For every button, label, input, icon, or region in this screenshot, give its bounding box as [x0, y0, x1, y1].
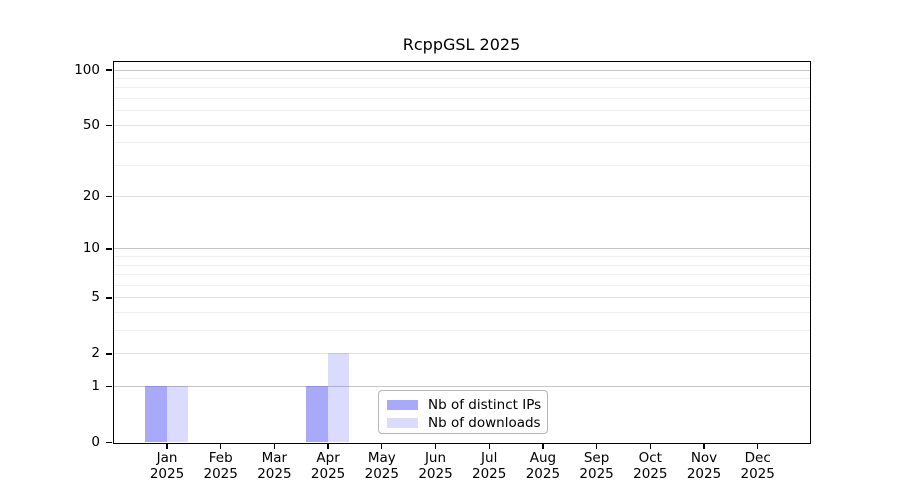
legend-item-distinct-ips: Nb of distinct IPs [387, 396, 547, 414]
major-gridline [113, 353, 810, 355]
major-gridline [113, 248, 810, 250]
minor-gridline [113, 312, 810, 314]
x-tick-mark [327, 444, 329, 449]
year-label: 2025 [149, 465, 185, 482]
year-label: 2025 [686, 465, 722, 482]
x-tick-label: Jan 2025 [131, 450, 203, 482]
legend-label-distinct-ips: Nb of distinct IPs [428, 397, 542, 413]
x-tick-label: Aug 2025 [507, 450, 579, 482]
minor-gridline [113, 284, 810, 286]
minor-gridline [113, 164, 810, 166]
x-tick-label: Nov 2025 [668, 450, 740, 482]
minor-gridline [113, 264, 810, 266]
y-tick-mark [106, 124, 112, 126]
y-tick-label: 1 [91, 378, 100, 395]
y-tick-label: 0 [91, 434, 100, 450]
y-tick-mark [106, 297, 112, 299]
bar-distinct-ips-apr [306, 386, 328, 442]
y-tick-label: 100 [74, 61, 100, 78]
major-gridline [113, 124, 810, 126]
year-label: 2025 [310, 465, 346, 482]
y-tick-label: 2 [91, 345, 100, 362]
major-gridline [113, 196, 810, 198]
y-tick-mark [106, 248, 112, 250]
y-tick-label: 50 [82, 116, 100, 133]
y-tick-mark [106, 441, 112, 444]
year-label: 2025 [525, 465, 561, 482]
legend-swatch-distinct-ips [387, 400, 418, 410]
month-label: Feb [208, 450, 233, 466]
x-tick-mark [220, 444, 222, 449]
minor-gridline [113, 110, 810, 112]
month-label: May [367, 450, 396, 466]
chart-title: RcppGSL 2025 [402, 35, 521, 54]
year-label: 2025 [740, 465, 775, 482]
year-label: 2025 [579, 465, 614, 482]
month-label: Jun [424, 450, 447, 466]
year-label: 2025 [257, 465, 292, 482]
year-label: 2025 [633, 465, 668, 482]
minor-gridline [113, 274, 810, 276]
major-gridline [113, 297, 810, 299]
month-label: Aug [529, 450, 557, 466]
month-label: Mar [261, 450, 288, 466]
x-tick-label: Dec 2025 [722, 450, 794, 482]
x-tick-mark [381, 444, 383, 449]
x-tick-mark [703, 444, 705, 449]
month-label: Apr [316, 450, 340, 466]
minor-gridline [113, 87, 810, 89]
y-tick-label: 20 [82, 188, 100, 205]
legend-swatch-downloads [387, 418, 418, 428]
x-tick-label: May 2025 [346, 450, 418, 482]
minor-gridline [113, 142, 810, 144]
x-tick-mark [757, 444, 759, 449]
x-tick-mark [488, 444, 490, 449]
minor-gridline [113, 256, 810, 258]
major-gridline [113, 386, 810, 388]
y-tick-label: 5 [91, 289, 100, 306]
x-tick-mark [273, 444, 276, 449]
minor-gridline [113, 77, 810, 79]
x-tick-mark [649, 444, 651, 449]
year-label: 2025 [364, 465, 399, 482]
month-label: Nov [690, 450, 718, 466]
bar-distinct-ips-jan [145, 386, 167, 442]
x-tick-label: Oct 2025 [614, 450, 686, 482]
y-tick-mark [106, 69, 112, 71]
year-label: 2025 [472, 465, 507, 482]
x-tick-label: Mar 2025 [238, 450, 310, 482]
x-tick-label: Jul 2025 [453, 450, 525, 482]
x-tick-label: Feb 2025 [185, 450, 257, 482]
legend-label-downloads: Nb of downloads [428, 415, 541, 431]
y-tick-label: 10 [82, 240, 100, 257]
minor-gridline [113, 330, 810, 332]
bar-downloads-jan [166, 386, 188, 442]
y-tick-mark [106, 385, 112, 388]
x-tick-mark [434, 444, 437, 449]
month-label: Oct [638, 450, 662, 466]
month-label: Jan [156, 450, 178, 466]
y-tick-mark [106, 353, 112, 355]
x-tick-label: Apr 2025 [292, 450, 364, 482]
major-gridline [113, 69, 810, 71]
x-tick-mark [595, 444, 598, 449]
month-label: Sep [583, 450, 610, 466]
legend-item-downloads: Nb of downloads [387, 414, 547, 432]
x-tick-label: Jun 2025 [400, 450, 472, 482]
month-label: Jul [481, 450, 498, 466]
bar-downloads-apr [327, 353, 350, 442]
legend: Nb of distinct IPs Nb of downloads [378, 390, 548, 434]
x-tick-mark [166, 444, 168, 449]
x-tick-mark [542, 444, 544, 449]
year-label: 2025 [418, 465, 453, 482]
y-tick-mark [106, 196, 112, 198]
year-label: 2025 [203, 465, 238, 482]
month-label: Dec [744, 450, 771, 466]
plot-area [112, 61, 811, 444]
x-tick-label: Sep 2025 [561, 450, 633, 482]
minor-gridline [113, 98, 810, 99]
